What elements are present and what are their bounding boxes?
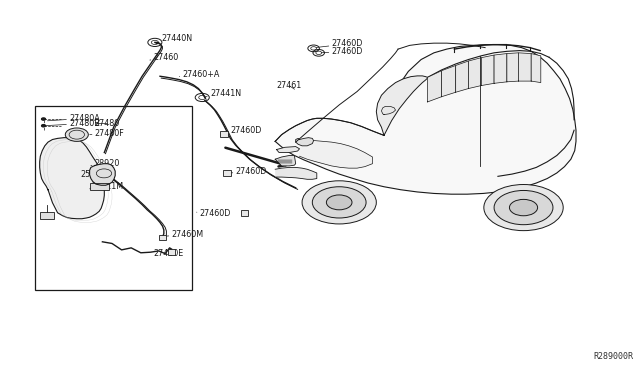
Text: R289000R: R289000R	[594, 352, 634, 361]
Polygon shape	[456, 61, 468, 92]
Text: 25450C: 25450C	[81, 170, 111, 179]
Polygon shape	[275, 45, 576, 194]
Polygon shape	[442, 65, 456, 97]
Text: 28911M: 28911M	[90, 182, 123, 191]
Bar	[223, 170, 231, 176]
Polygon shape	[376, 76, 428, 135]
Circle shape	[494, 190, 553, 225]
Circle shape	[42, 118, 45, 120]
Circle shape	[302, 181, 376, 224]
Text: 27460+A: 27460+A	[179, 70, 220, 79]
Circle shape	[65, 128, 88, 141]
Polygon shape	[494, 54, 507, 83]
Polygon shape	[518, 53, 531, 81]
Text: 27460D: 27460D	[230, 167, 267, 176]
Polygon shape	[275, 155, 296, 166]
Text: 28920: 28920	[91, 159, 120, 168]
Text: 27460D: 27460D	[321, 47, 363, 56]
Polygon shape	[481, 55, 494, 86]
Polygon shape	[296, 138, 314, 146]
Bar	[241, 210, 248, 216]
Text: 27460E: 27460E	[154, 249, 184, 258]
Polygon shape	[428, 71, 442, 102]
Polygon shape	[90, 164, 115, 185]
Text: 27460D: 27460D	[316, 39, 363, 48]
Text: 27480B: 27480B	[45, 119, 100, 128]
Text: 27480: 27480	[95, 119, 120, 128]
Circle shape	[326, 195, 352, 210]
Text: 27460D: 27460D	[196, 209, 231, 218]
Bar	[220, 131, 228, 137]
Polygon shape	[381, 106, 396, 115]
Polygon shape	[40, 138, 104, 219]
Bar	[90, 183, 109, 190]
Text: 27460: 27460	[150, 53, 179, 62]
Bar	[40, 212, 54, 219]
Text: 27460M: 27460M	[166, 230, 204, 239]
Circle shape	[509, 199, 538, 216]
Polygon shape	[300, 141, 372, 168]
Bar	[35, 106, 192, 290]
Polygon shape	[468, 58, 481, 89]
Polygon shape	[275, 167, 317, 179]
Text: 27440N: 27440N	[157, 34, 193, 43]
Polygon shape	[276, 147, 300, 153]
Circle shape	[312, 187, 366, 218]
Polygon shape	[531, 54, 541, 83]
Bar	[168, 249, 175, 255]
Text: 27480F: 27480F	[90, 129, 124, 138]
Text: 27461: 27461	[276, 81, 301, 90]
Circle shape	[42, 125, 45, 127]
Text: 27441N: 27441N	[206, 89, 241, 98]
Text: 27460D: 27460D	[227, 126, 262, 135]
Bar	[159, 235, 166, 240]
Circle shape	[484, 185, 563, 231]
Polygon shape	[507, 53, 518, 82]
Text: 27480A: 27480A	[47, 114, 100, 123]
